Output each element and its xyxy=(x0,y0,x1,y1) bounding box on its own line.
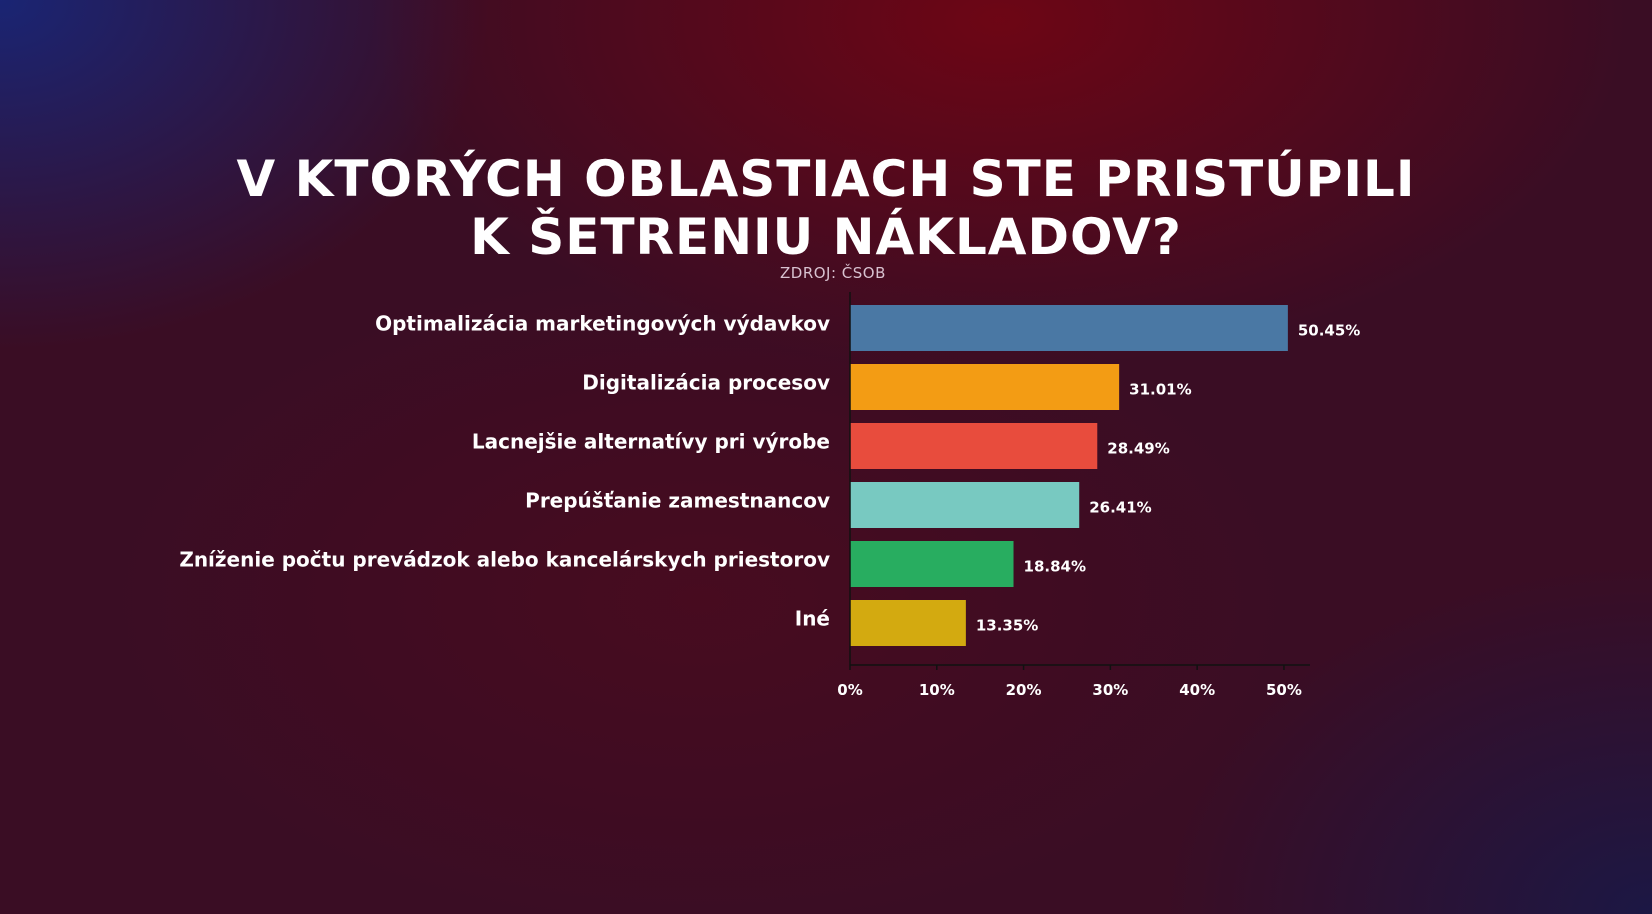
category-labels-group: Optimalizácia marketingových výdavkov Dig… xyxy=(179,312,830,631)
chart-title-line-2: K ŠETRENIU NÁKLADOV? xyxy=(470,208,1182,266)
axes-group: 0% 10% 20% 30% 40% 50% xyxy=(837,292,1310,699)
x-tick-label: 40% xyxy=(1179,681,1215,699)
category-label: Lacnejšie alternatívy pri výrobe xyxy=(472,430,830,454)
x-tick-label: 50% xyxy=(1266,681,1302,699)
bar xyxy=(850,482,1080,528)
value-labels-group: 50.45% 31.01% 28.49% 26.41% 18.84% 13.35% xyxy=(976,322,1360,635)
x-tick-label: 20% xyxy=(1006,681,1042,699)
category-label: Prepúšťanie zamestnancov xyxy=(525,489,830,513)
value-label: 18.84% xyxy=(1024,558,1086,576)
bar xyxy=(850,364,1120,410)
bar xyxy=(850,541,1014,587)
x-tick-label: 30% xyxy=(1092,681,1128,699)
value-label: 31.01% xyxy=(1129,381,1191,399)
value-label: 28.49% xyxy=(1107,440,1169,458)
category-label: Zníženie počtu prevádzok alebo kancelárs… xyxy=(179,548,830,572)
value-label: 26.41% xyxy=(1089,499,1151,517)
chart-title-line-1: V KTORÝCH OBLASTIACH STE PRISTÚPILI xyxy=(236,150,1416,208)
category-label: Iné xyxy=(795,607,830,631)
bars-group xyxy=(850,305,1288,646)
value-label: 13.35% xyxy=(976,617,1038,635)
value-label: 50.45% xyxy=(1298,322,1360,340)
category-label: Digitalizácia procesov xyxy=(582,371,830,395)
bar xyxy=(850,423,1098,469)
category-label: Optimalizácia marketingových výdavkov xyxy=(375,312,830,336)
bar xyxy=(850,305,1288,351)
chart-title: V KTORÝCH OBLASTIACH STE PRISTÚPILI K ŠE… xyxy=(0,150,1652,266)
bar xyxy=(850,600,966,646)
x-tick-label: 0% xyxy=(837,681,862,699)
x-tick-label: 10% xyxy=(919,681,955,699)
source-label: ZDROJ: ČSOB xyxy=(780,264,886,282)
